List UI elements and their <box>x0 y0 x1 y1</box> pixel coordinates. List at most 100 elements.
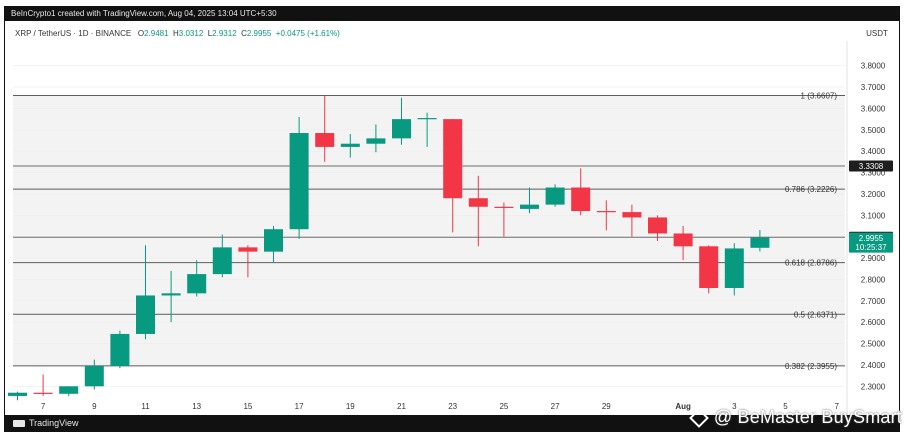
candle-body <box>59 386 79 394</box>
time-tick-label: 29 <box>602 402 611 411</box>
candle <box>494 202 514 237</box>
fib-level-label: 0.618 (2.8786) <box>785 259 837 268</box>
price-tick-label: 3.1000 <box>861 211 886 220</box>
price-chart[interactable]: 1 (3.6607) 0.786 (3.2226) 0.618 (2.8786) 0.… <box>5 21 899 415</box>
candle <box>59 386 79 396</box>
candle <box>392 97 411 145</box>
candle <box>187 260 207 297</box>
candle <box>84 359 104 390</box>
candle-body <box>622 212 642 218</box>
candle <box>750 230 770 252</box>
candle-body <box>289 133 309 230</box>
price-tick-label: 2.8000 <box>861 275 886 284</box>
tradingview-icon <box>13 420 25 428</box>
time-tick-label: 9 <box>92 402 97 411</box>
candle <box>443 119 463 233</box>
candle <box>366 124 386 153</box>
time-tick-label: 15 <box>243 402 252 411</box>
candle-body <box>520 204 539 209</box>
price-tick-label: 3.6000 <box>861 104 886 113</box>
candle-body <box>468 198 488 207</box>
candle <box>110 330 130 369</box>
tradingview-logo: TradingView <box>13 415 79 431</box>
footer-bar: TradingView <box>5 415 899 431</box>
time-tick-label: 3 <box>732 402 737 411</box>
candle <box>315 95 335 162</box>
price-tick-label: 3.4000 <box>861 147 886 156</box>
price-tag: 3.3308 <box>849 160 893 172</box>
candle <box>161 270 181 323</box>
price-tick-label: 3.5000 <box>861 126 886 135</box>
price-tag-label: 2.9955 <box>859 234 884 243</box>
candle-body <box>238 247 258 252</box>
candle-body <box>33 392 53 394</box>
time-tick-label: 7 <box>41 402 46 411</box>
time-tick-label: 21 <box>397 402 406 411</box>
price-tick-label: 2.5000 <box>861 340 886 349</box>
open-value: 2.9481 <box>144 29 169 38</box>
horizontal-lines <box>13 94 845 367</box>
price-tick-label: 2.7000 <box>861 297 886 306</box>
candle-body <box>494 206 514 208</box>
candle-body <box>315 133 335 147</box>
candle <box>673 226 693 261</box>
candle <box>699 245 719 294</box>
price-axis: 2.3000 2.4000 2.5000 2.6000 2.7000 2.8000 2.90… <box>846 41 886 415</box>
chart-frame: BeInCrypto1 created with TradingView.com… <box>4 6 900 432</box>
candle-body <box>571 187 591 212</box>
time-tick-label: 5 <box>783 402 788 411</box>
time-tick-label: 17 <box>295 402 304 411</box>
candle-body <box>750 237 770 248</box>
candle <box>417 112 437 147</box>
candles <box>8 95 770 401</box>
price-tick-label: 3.7000 <box>861 83 886 92</box>
time-axis: 7 9 11 13 15 17 19 21 23 25 27 29 Aug 3 5 7 <box>41 402 840 411</box>
candle-body <box>212 247 232 275</box>
price-tick-label: 2.9000 <box>861 254 886 263</box>
close-value: 2.9955 <box>246 29 272 38</box>
candle-body <box>596 211 616 213</box>
time-tick-label: 7 <box>834 402 839 411</box>
watermark-text: @ BeMaster BuySmart <box>713 407 902 427</box>
candle-body <box>699 246 719 288</box>
time-tick-label: Aug <box>675 402 691 411</box>
candle-body <box>724 248 744 288</box>
price-tag-bg <box>849 232 893 253</box>
candle-body <box>392 119 411 139</box>
close-label: C <box>241 29 247 38</box>
candle <box>264 226 283 263</box>
candle-body <box>648 217 667 234</box>
low-value: 2.9312 <box>212 29 237 38</box>
candle <box>571 168 591 216</box>
price-tag-label: 3.3308 <box>859 162 884 171</box>
candle <box>212 234 232 278</box>
candle-body <box>264 229 283 252</box>
price-tick-label: 2.6000 <box>861 318 886 327</box>
price-tick-label: 3.3000 <box>861 169 886 178</box>
time-tick-label: 27 <box>551 402 560 411</box>
high-value: 3.0312 <box>178 29 204 38</box>
candle <box>8 391 27 401</box>
price-tick-label: 3.2000 <box>861 190 886 199</box>
candle <box>596 200 616 231</box>
time-tick-label: 25 <box>499 402 508 411</box>
candle-body <box>417 118 437 120</box>
binance-icon <box>688 408 709 428</box>
candle <box>520 187 539 214</box>
candle <box>289 116 309 239</box>
time-tick-label: 11 <box>141 402 150 411</box>
symbol-legend: XRP / TetherUS · 1D · BINANCE O2.9481 H3… <box>15 29 340 38</box>
fib-level-label: 1 (3.6607) <box>801 91 838 100</box>
symbol-name: XRP / TetherUS · 1D · BINANCE <box>15 29 132 38</box>
candle <box>238 245 258 278</box>
watermark: @ BeMaster BuySmart <box>688 407 902 428</box>
fib-level-label: 0.382 (2.3955) <box>785 362 837 371</box>
candle <box>33 374 53 396</box>
header-bar: BeInCrypto1 created with TradingView.com… <box>5 7 899 21</box>
low-label: L <box>207 29 213 38</box>
tradingview-brand: TradingView <box>29 418 79 428</box>
candle-body <box>8 392 27 396</box>
candle-body <box>366 138 386 144</box>
